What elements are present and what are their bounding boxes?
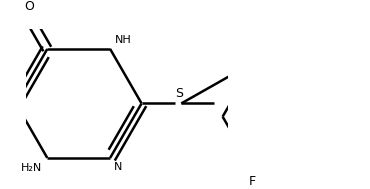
Text: NH: NH (115, 35, 132, 45)
Text: H₂N: H₂N (21, 163, 42, 173)
Text: N: N (114, 162, 122, 172)
Text: S: S (175, 87, 184, 100)
Text: F: F (249, 175, 256, 188)
Text: O: O (24, 0, 34, 13)
